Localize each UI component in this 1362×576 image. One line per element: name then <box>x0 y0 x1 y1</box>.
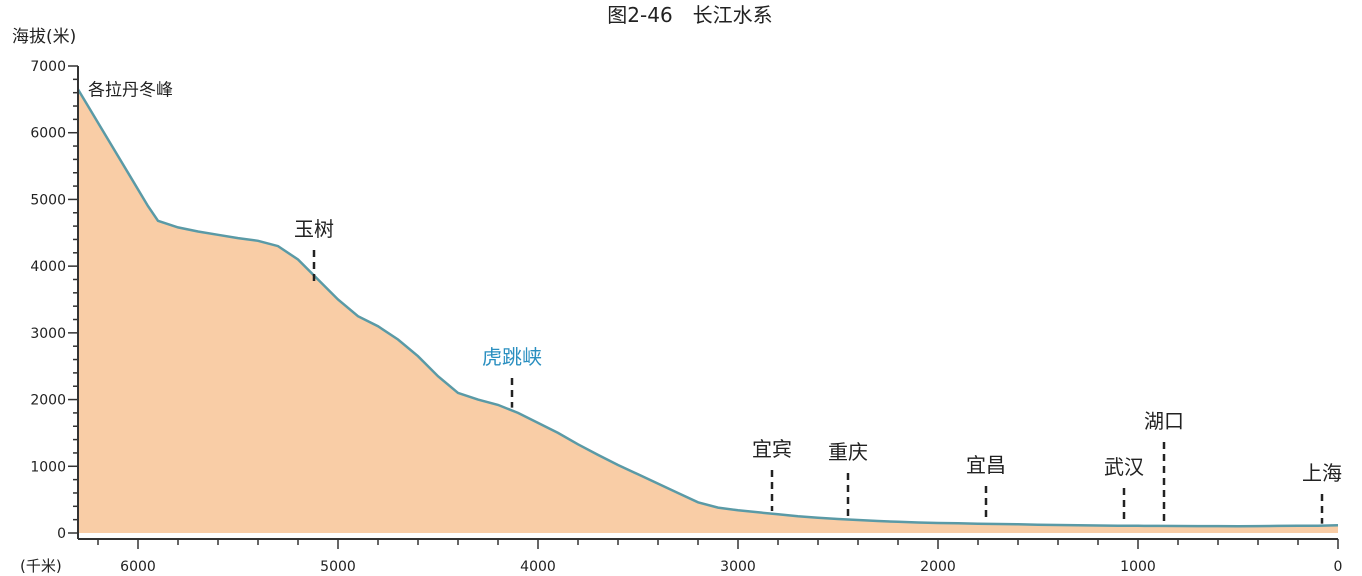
place-label: 各拉丹冬峰 <box>88 80 173 100</box>
elevation-area <box>78 89 1338 534</box>
x-tick-label: 6000 <box>120 559 156 575</box>
x-tick-label: 3000 <box>720 559 756 575</box>
y-tick-label: 5000 <box>30 192 66 208</box>
y-tick-label: 7000 <box>30 59 66 75</box>
y-axis-title: 海拔(米) <box>12 27 76 47</box>
x-axis-unit: (千米) <box>20 557 62 575</box>
x-tick-label: 1000 <box>1120 559 1156 575</box>
y-tick-label: 3000 <box>30 326 66 342</box>
place-label: 宜宾 <box>752 437 792 461</box>
y-tick-label: 6000 <box>30 126 66 142</box>
place-label: 上海 <box>1302 461 1342 485</box>
place-label: 虎跳峡 <box>482 345 542 369</box>
chart-title: 图2-46 长江水系 <box>607 3 772 27</box>
x-tick-label: 4000 <box>520 559 556 575</box>
x-tick-label: 0 <box>1334 559 1343 575</box>
y-tick-label: 2000 <box>30 393 66 409</box>
place-label: 宜昌 <box>966 453 1006 477</box>
place-label: 湖口 <box>1144 409 1184 433</box>
place-label: 重庆 <box>828 440 868 464</box>
x-tick-label: 5000 <box>320 559 356 575</box>
x-tick-label: 2000 <box>920 559 956 575</box>
y-tick-label: 4000 <box>30 259 66 275</box>
y-tick-label: 0 <box>57 526 66 542</box>
place-label: 武汉 <box>1104 455 1144 479</box>
plot-area: 0 1000 2000 3000 4000 5000 6000 7000 6000 5000 400… <box>30 59 1342 575</box>
elevation-line <box>76 88 1339 528</box>
place-label: 玉树 <box>294 217 334 241</box>
y-tick-label: 1000 <box>30 459 66 475</box>
